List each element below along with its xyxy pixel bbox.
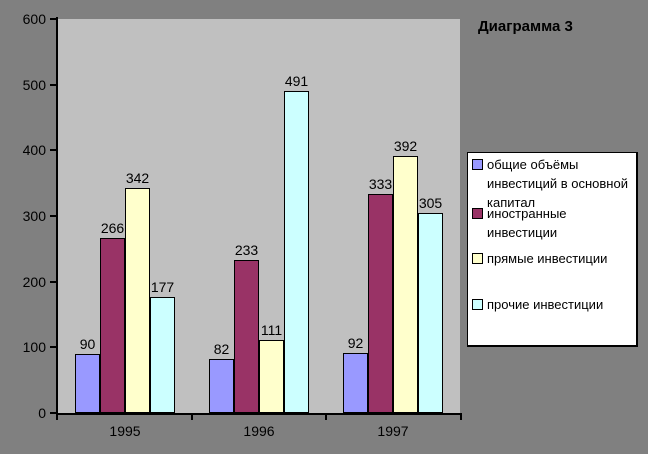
y-axis-label: 300: [22, 208, 46, 224]
legend-item-label: прочие инвестиции: [487, 297, 604, 312]
legend-item-label: прямые инвестиции: [487, 251, 608, 266]
bar-value-label: 111: [260, 322, 283, 338]
x-axis-label: 1997: [377, 423, 409, 439]
bar-value-label: 392: [393, 138, 418, 154]
legend-item-1: общие объёмы инвестиций в основной капит…: [472, 155, 635, 212]
bar-1997-series-2: [368, 194, 393, 413]
x-axis-tick: [191, 413, 193, 420]
bar-value-label: 491: [284, 73, 309, 89]
bar-1996-series-1: [209, 359, 234, 413]
y-axis-tick: [50, 149, 58, 151]
bar-1995-series-2: [100, 238, 125, 413]
bar-1996-series-4: [284, 91, 309, 413]
legend-item-label: общие объёмы инвестиций в основной капит…: [487, 157, 628, 210]
y-axis-tick: [50, 346, 58, 348]
y-axis-label: 600: [22, 11, 46, 27]
bar-1996-series-2: [234, 260, 259, 413]
bar-1995-series-1: [75, 354, 100, 413]
bar-1996-series-3: [259, 340, 284, 413]
legend-item-2: иностранные инвестиции: [472, 204, 635, 242]
x-axis-tick: [460, 413, 462, 420]
y-axis-tick: [50, 281, 58, 283]
bar-value-label: 92: [347, 335, 364, 351]
y-axis-label: 0: [38, 405, 46, 421]
bar-1997-series-1: [343, 353, 368, 413]
bar-1995-series-4: [150, 297, 175, 413]
legend-item-3: прямые инвестиции: [472, 249, 635, 268]
bar-1995-series-3: [125, 188, 150, 413]
bar-value-label: 333: [368, 176, 393, 192]
bar-1997-series-3: [393, 156, 418, 413]
bar-value-label: 82: [213, 341, 230, 357]
y-axis-label: 400: [22, 142, 46, 158]
legend-item-4: прочие инвестиции: [472, 295, 635, 314]
legend: общие объёмы инвестиций в основной капит…: [467, 152, 638, 347]
x-axis-tick: [325, 413, 327, 420]
chart-title: Диаграмма 3: [478, 18, 573, 35]
y-axis-tick: [50, 18, 58, 20]
legend-marker-icon: [472, 208, 483, 219]
y-axis-label: 100: [22, 339, 46, 355]
bar-value-label: 266: [100, 220, 125, 236]
y-axis-tick: [50, 84, 58, 86]
bar-value-label: 233: [234, 242, 259, 258]
bar-value-label: 177: [150, 279, 175, 295]
y-axis-tick: [50, 412, 58, 414]
legend-marker-icon: [472, 299, 483, 310]
legend-item-label: иностранные инвестиции: [487, 206, 567, 240]
bar-value-label: 342: [125, 170, 150, 186]
x-axis-tick: [56, 413, 58, 420]
bar-1997-series-4: [418, 213, 443, 413]
bar-value-label: 90: [79, 336, 96, 352]
x-axis-line: [56, 413, 462, 415]
bar-value-label: 305: [418, 195, 443, 211]
y-axis-label: 500: [22, 77, 46, 93]
y-axis-tick: [50, 215, 58, 217]
x-axis-label: 1996: [243, 423, 275, 439]
y-axis-label: 200: [22, 274, 46, 290]
x-axis-label: 1995: [109, 423, 141, 439]
legend-marker-icon: [472, 159, 483, 170]
legend-marker-icon: [472, 253, 483, 264]
